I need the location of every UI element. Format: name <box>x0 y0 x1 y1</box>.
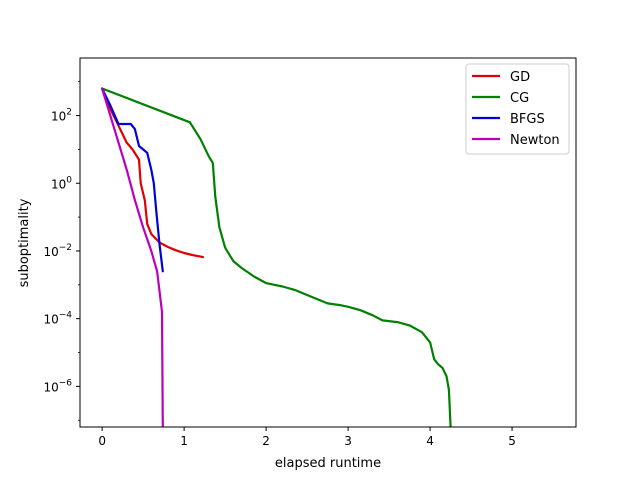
x-axis: 0 1 2 3 4 5 <box>98 427 516 448</box>
x-tick-label: 5 <box>508 434 516 448</box>
y-axis: 102 100 10−2 10−4 10−6 <box>43 81 80 421</box>
legend: GD CG BFGS Newton <box>465 63 570 155</box>
legend-label-cg: CG <box>510 91 529 106</box>
x-tick-label: 1 <box>180 434 188 448</box>
x-tick-label: 4 <box>426 434 434 448</box>
x-tick-label: 0 <box>98 434 106 448</box>
legend-label-bfgs: BFGS <box>510 112 545 127</box>
y-tick-label: 10−6 <box>43 378 72 394</box>
plot-frame <box>79 57 577 428</box>
y-tick-label: 10−4 <box>43 311 72 327</box>
y-tick-label: 100 <box>51 175 72 191</box>
legend-label-newton: Newton <box>510 133 560 148</box>
y-tick-label: 10−2 <box>43 243 72 259</box>
plot-lines <box>101 87 452 427</box>
legend-label-gd: GD <box>510 70 530 85</box>
series-line-cg <box>101 87 452 427</box>
series-line-gd <box>101 87 205 259</box>
legend-box <box>465 63 570 155</box>
series-line-bfgs <box>101 87 164 273</box>
x-tick-label: 2 <box>262 434 270 448</box>
x-tick-label: 3 <box>344 434 352 448</box>
y-axis-label: suboptimality <box>17 198 32 287</box>
y-tick-label: 102 <box>51 108 72 124</box>
x-axis-label: elapsed runtime <box>275 456 381 471</box>
series-line-newton <box>101 87 164 427</box>
